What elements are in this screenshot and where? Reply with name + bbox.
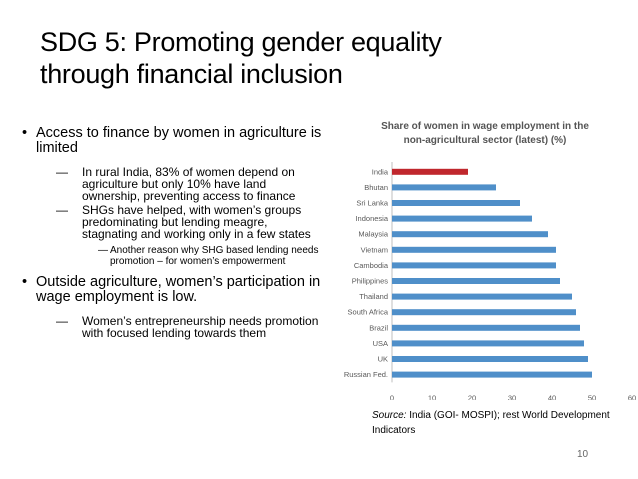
source-label: Source:: [372, 410, 407, 421]
bar-philippines: [392, 278, 560, 284]
bullet-text: Access to finance by women in agricultur…: [36, 125, 322, 156]
slide-title-line-2: through financial inclusion: [40, 59, 343, 89]
bar-cambodia: [392, 262, 556, 269]
bar-chart: Share of women in wage employment in the…: [330, 110, 638, 400]
bar-thailand: [392, 293, 572, 300]
category-label: Sri Lanka: [356, 199, 389, 208]
bar-russian-fed: [392, 371, 592, 378]
category-label: Indonesia: [355, 214, 388, 223]
chart-title: Share of women in wage employment in the…: [381, 121, 589, 146]
category-label: Cambodia: [354, 261, 389, 270]
dash-icon: —: [56, 165, 68, 179]
dash-icon: —: [98, 245, 108, 256]
bullet-dot-icon: •: [22, 125, 28, 141]
page-number: 10: [577, 449, 589, 460]
category-label: India: [372, 167, 389, 176]
sub-bullet-text: SHGs have helped, with women’s groups pr…: [82, 203, 311, 241]
bar-malaysia: [392, 231, 548, 238]
x-tick-label: 60: [628, 393, 636, 400]
category-label: Bhutan: [364, 183, 388, 192]
x-tick-label: 0: [390, 393, 394, 400]
source-note: Source: India (GOI- MOSPI); rest World D…: [372, 408, 622, 438]
bar-sri-lanka: [392, 200, 520, 206]
x-tick-label: 30: [508, 393, 516, 400]
x-tick-label: 10: [428, 393, 436, 400]
bar-usa: [392, 340, 584, 347]
bullet-dot-icon: •: [22, 274, 28, 290]
sub-sub-bullet-text: Another reason why SHG based lending nee…: [110, 245, 319, 267]
bar-india: [392, 168, 468, 175]
category-label: UK: [378, 355, 388, 364]
bullet-access-to-finance: • Access to finance by women in agricult…: [22, 126, 322, 156]
sub-sub-bullet-shg-lending: — Another reason why SHG based lending n…: [98, 245, 322, 267]
bar-vietnam: [392, 246, 556, 253]
x-tick-label: 40: [548, 393, 556, 400]
sub-bullet-rural-india: — In rural India, 83% of women depend on…: [56, 166, 322, 202]
bar-brazil: [392, 324, 580, 331]
category-label: Vietnam: [361, 245, 388, 254]
slide-title-line-1: SDG 5: Promoting gender equality: [40, 27, 442, 57]
category-label: Russian Fed.: [344, 370, 388, 379]
category-label: Malaysia: [358, 230, 388, 239]
bar-south-africa: [392, 309, 576, 316]
chart-plot: India Bhutan Sri Lanka Indonesia Malaysia Vie…: [344, 162, 636, 400]
sub-bullet-entrepreneurship: — Women’s entrepreneurship needs promoti…: [56, 315, 322, 339]
sub-bullet-text: Women’s entrepreneurship needs promotion…: [82, 314, 319, 340]
category-label: Thailand: [359, 292, 388, 301]
source-text: India (GOI- MOSPI); rest World Developme…: [372, 410, 610, 436]
bullet-list: • Access to finance by women in agricult…: [22, 126, 322, 341]
bar-bhutan: [392, 184, 496, 191]
sub-bullet-shgs: — SHGs have helped, with women’s groups …: [56, 204, 322, 240]
x-tick-label: 50: [588, 393, 596, 400]
category-label: Brazil: [369, 323, 388, 332]
bullet-outside-agriculture: • Outside agriculture, women’s participa…: [22, 275, 322, 305]
bullet-text: Outside agriculture, women’s participati…: [36, 274, 321, 305]
bar-uk: [392, 356, 588, 362]
dash-icon: —: [56, 314, 68, 328]
slide-title: SDG 5: Promoting gender equality through…: [40, 26, 460, 90]
category-label: Philippines: [352, 277, 389, 286]
category-label: South Africa: [348, 308, 389, 317]
x-tick-label: 20: [468, 393, 476, 400]
dash-icon: —: [56, 203, 68, 217]
category-label: USA: [373, 339, 388, 348]
sub-bullet-text: In rural India, 83% of women depend on a…: [82, 165, 296, 203]
bar-indonesia: [392, 215, 532, 222]
